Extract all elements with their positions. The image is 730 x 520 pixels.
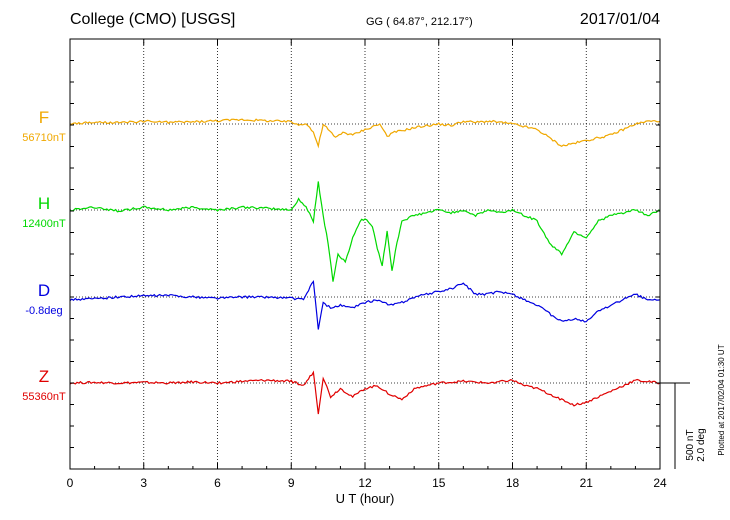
station-title: College (CMO) [USGS] — [70, 11, 236, 28]
scale-deg-label: 2.0 deg — [696, 428, 707, 461]
series-line-d — [69, 279, 661, 330]
x-axis-title: U T (hour) — [336, 491, 395, 506]
grid-lines — [143, 39, 587, 469]
x-tick-label: 18 — [506, 476, 520, 490]
x-tick-label: 9 — [288, 476, 295, 490]
coordinates-label: GG ( 64.87°, 212.17°) — [366, 16, 473, 28]
x-tick-label: 3 — [140, 476, 147, 490]
x-tick-label: 21 — [580, 476, 594, 490]
series-line-f — [69, 118, 661, 149]
scale-nt-label: 500 nT — [685, 429, 696, 460]
series-line-z — [69, 370, 661, 415]
baseline-lines — [70, 123, 660, 384]
series-name-z: Z — [39, 367, 49, 386]
series-name-d: D — [38, 281, 50, 300]
series-baseline-z: 55360nT — [22, 391, 66, 403]
series-name-h: H — [38, 194, 50, 213]
scale-bar: 500 nT 2.0 deg — [660, 382, 707, 469]
x-tick-label: 24 — [653, 476, 667, 490]
series-lines — [69, 118, 661, 415]
plotted-note: Plotted at 2017/02/04 01:30 UT — [717, 344, 726, 455]
series-baseline-d: -0.8deg — [25, 305, 62, 317]
date-label: 2017/01/04 — [579, 11, 660, 28]
x-tick-label: 0 — [67, 476, 74, 490]
series-baseline-f: 56710nT — [22, 132, 66, 144]
x-tick-label: 12 — [358, 476, 372, 490]
series-line-h — [69, 181, 661, 282]
series-name-f: F — [39, 108, 49, 127]
series-labels: F 56710nT H 12400nT D -0.8deg Z 55360nT — [22, 108, 66, 403]
x-tick-label: 6 — [214, 476, 221, 490]
axis-ticks: 0 3 6 9 12 15 18 21 24 — [67, 39, 667, 490]
x-tick-label: 15 — [432, 476, 446, 490]
series-baseline-h: 12400nT — [22, 218, 66, 230]
